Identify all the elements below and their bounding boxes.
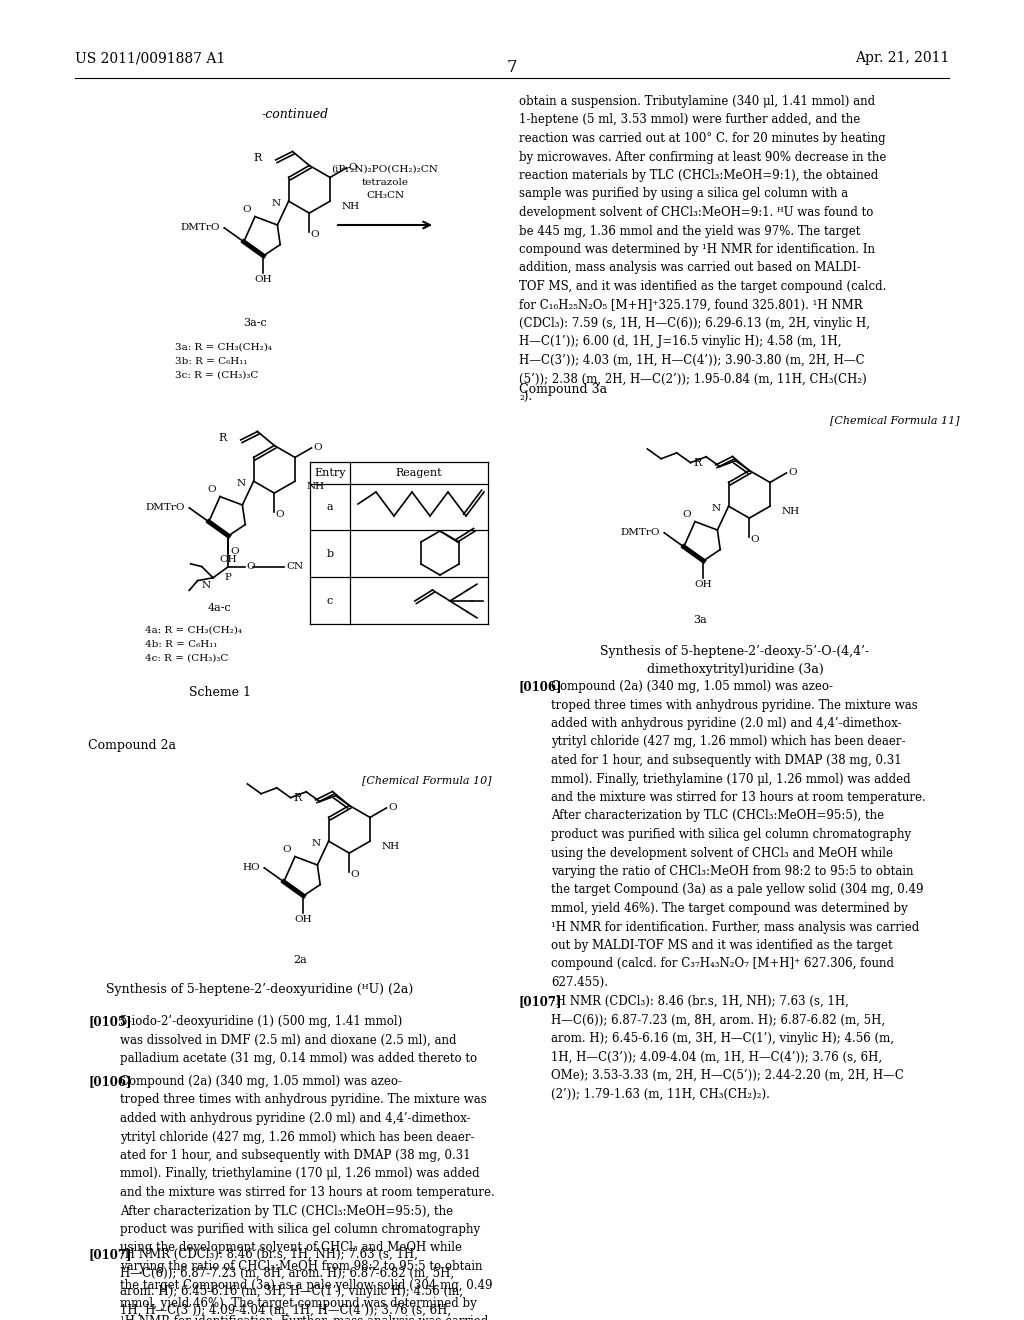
Text: N: N xyxy=(311,840,321,849)
Text: a: a xyxy=(327,502,334,512)
Text: N: N xyxy=(271,199,281,209)
Text: US 2011/0091887 A1: US 2011/0091887 A1 xyxy=(75,51,225,65)
Text: DMTrO: DMTrO xyxy=(145,503,185,512)
Text: O: O xyxy=(243,205,251,214)
Text: [Chemical Formula 11]: [Chemical Formula 11] xyxy=(830,414,961,425)
Text: N: N xyxy=(237,479,246,488)
Text: ¹H NMR (CDCl₃): 8.46 (br.s, 1H, NH); 7.63 (s, 1H,
H—C(6)); 6.87-7.23 (m, 8H, aro: ¹H NMR (CDCl₃): 8.46 (br.s, 1H, NH); 7.6… xyxy=(120,1247,473,1320)
Text: OH: OH xyxy=(219,554,238,564)
Text: O: O xyxy=(283,845,291,854)
Text: O: O xyxy=(230,546,239,556)
Text: Apr. 21, 2011: Apr. 21, 2011 xyxy=(855,51,949,65)
Text: [0105]: [0105] xyxy=(88,1015,131,1028)
Text: O: O xyxy=(310,230,318,239)
Text: Compound (2a) (340 mg, 1.05 mmol) was azeo-
troped three times with anhydrous py: Compound (2a) (340 mg, 1.05 mmol) was az… xyxy=(120,1074,495,1320)
Text: O: O xyxy=(388,804,397,812)
Text: OH: OH xyxy=(295,915,312,924)
Text: obtain a suspension. Tributylamine (340 μl, 1.41 mmol) and
1-heptene (5 ml, 3.53: obtain a suspension. Tributylamine (340 … xyxy=(519,95,887,404)
Text: O: O xyxy=(208,484,216,494)
Text: Compound 2a: Compound 2a xyxy=(88,738,176,751)
Text: NH: NH xyxy=(306,482,325,491)
Text: 7: 7 xyxy=(507,58,517,75)
Text: -continued: -continued xyxy=(261,108,329,121)
Text: 2a: 2a xyxy=(293,954,307,965)
Text: c: c xyxy=(327,597,333,606)
Text: ¹H NMR (CDCl₃): 8.46 (br.s, 1H, NH); 7.63 (s, 1H,
H—C(6)); 6.87-7.23 (m, 8H, aro: ¹H NMR (CDCl₃): 8.46 (br.s, 1H, NH); 7.6… xyxy=(551,995,904,1101)
Text: [0107]: [0107] xyxy=(88,1247,131,1261)
Text: NH: NH xyxy=(781,507,800,516)
Text: O: O xyxy=(350,870,359,879)
Text: Synthesis of 5-heptene-2’-deoxy-5’-O-(4,4’-
dimethoxytrityl)uridine (3a): Synthesis of 5-heptene-2’-deoxy-5’-O-(4,… xyxy=(600,645,869,676)
Text: OH: OH xyxy=(255,275,272,284)
Text: N: N xyxy=(202,581,211,590)
Text: [Chemical Formula 10]: [Chemical Formula 10] xyxy=(362,775,492,785)
Text: O: O xyxy=(275,510,284,519)
Text: NH: NH xyxy=(382,842,399,850)
Text: O: O xyxy=(788,469,797,478)
Text: R: R xyxy=(693,458,701,467)
Text: (iPr₂N)₂PO(CH₂)₂CN
tetrazole
CH₃CN: (iPr₂N)₂PO(CH₂)₂CN tetrazole CH₃CN xyxy=(332,165,438,201)
Text: 3a-c: 3a-c xyxy=(243,318,267,327)
Text: 4a-c: 4a-c xyxy=(208,603,231,612)
Text: N: N xyxy=(711,504,720,513)
Text: Scheme 1: Scheme 1 xyxy=(189,685,251,698)
Text: 3a: R = CH₃(CH₂)₄
3b: R = C₆H₁₁
3c: R = (CH₃)₃C: 3a: R = CH₃(CH₂)₄ 3b: R = C₆H₁₁ 3c: R = … xyxy=(175,343,272,380)
Text: O: O xyxy=(348,164,357,173)
Text: Synthesis of 5-heptene-2’-deoxyuridine (ᴴU) (2a): Synthesis of 5-heptene-2’-deoxyuridine (… xyxy=(106,983,414,997)
Text: 3a: 3a xyxy=(693,615,707,624)
Text: [0106]: [0106] xyxy=(519,680,562,693)
Text: R: R xyxy=(294,793,302,803)
Text: CN: CN xyxy=(287,562,303,572)
Text: OH: OH xyxy=(694,579,713,589)
Text: DMTrO: DMTrO xyxy=(180,223,220,232)
Text: O: O xyxy=(682,510,691,519)
Text: O: O xyxy=(246,562,255,572)
Text: 5-iodo-2’-deoxyuridine (1) (500 mg, 1.41 mmol)
was dissolved in DMF (2.5 ml) and: 5-iodo-2’-deoxyuridine (1) (500 mg, 1.41… xyxy=(120,1015,477,1065)
Text: P: P xyxy=(225,573,231,582)
Text: [0107]: [0107] xyxy=(519,995,562,1008)
Text: O: O xyxy=(313,444,323,453)
Text: DMTrO: DMTrO xyxy=(621,528,660,537)
Text: b: b xyxy=(327,549,334,558)
Text: HO: HO xyxy=(243,863,260,873)
Text: R: R xyxy=(254,153,262,162)
Text: [0106]: [0106] xyxy=(88,1074,131,1088)
Text: R: R xyxy=(218,433,226,444)
Text: Reagent: Reagent xyxy=(395,469,442,478)
Text: 4a: R = CH₃(CH₂)₄
4b: R = C₆H₁₁
4c: R = (CH₃)₃C: 4a: R = CH₃(CH₂)₄ 4b: R = C₆H₁₁ 4c: R = … xyxy=(145,626,242,663)
Text: O: O xyxy=(751,535,759,544)
Text: Compound (2a) (340 mg, 1.05 mmol) was azeo-
troped three times with anhydrous py: Compound (2a) (340 mg, 1.05 mmol) was az… xyxy=(551,680,926,989)
Text: Entry: Entry xyxy=(314,469,346,478)
Text: Compound 3a: Compound 3a xyxy=(519,384,607,396)
Text: NH: NH xyxy=(342,202,359,211)
